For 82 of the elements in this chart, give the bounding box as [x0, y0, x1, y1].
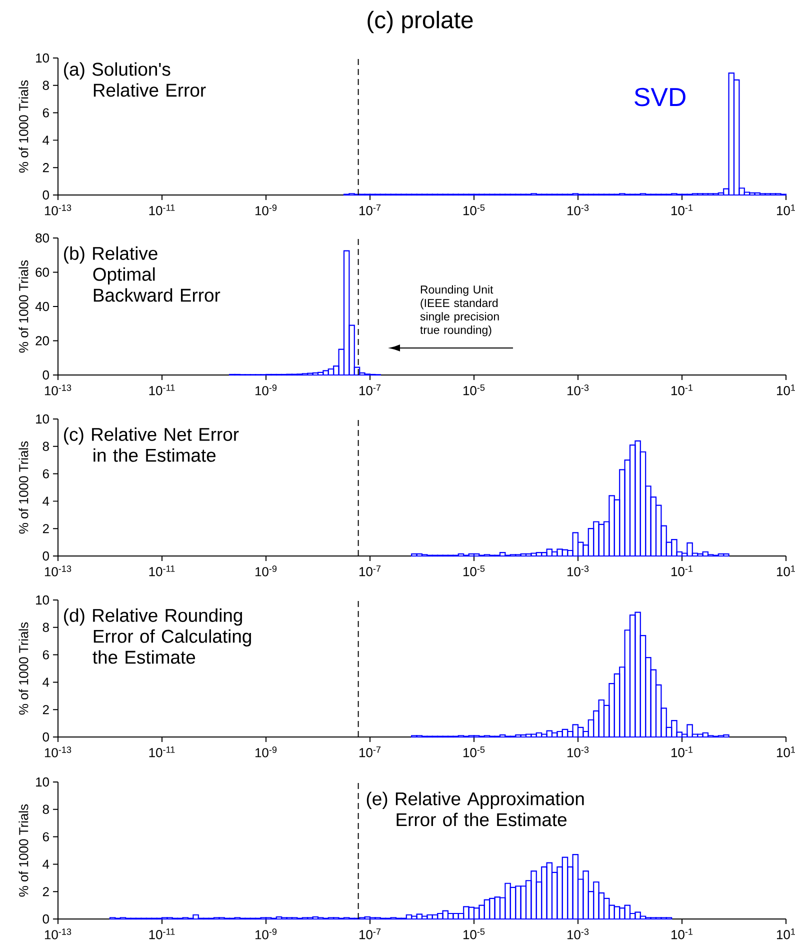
y-tick-label: 0	[42, 732, 49, 742]
x-tick-label: 10$^{-7}$	[359, 566, 381, 576]
y-axis-title: % of 1000 Trials	[18, 622, 28, 715]
x-tick-label: 10$^{-13}$	[44, 204, 72, 216]
y-tick-label: 8	[42, 622, 49, 632]
y-tick-label: 40	[35, 302, 49, 312]
x-tick-label: 10$^{-11}$	[149, 566, 175, 576]
x-tick-label: 10$^{-5}$	[463, 204, 485, 216]
x-tick-label: 10$^{-7}$	[359, 204, 381, 216]
y-tick-label: 0	[42, 914, 49, 924]
x-tick-label: 10$^{-3}$	[567, 746, 589, 758]
y-axis-title: % of 1000 Trials	[18, 260, 28, 353]
text: (a) Solution's Relative Error	[64, 62, 206, 97]
x-tick-label: 10$^{-5}$	[463, 928, 485, 940]
x-tick-label: 10$^{-7}$	[359, 746, 381, 758]
y-tick-label: 4	[42, 678, 50, 687]
y-tick-label: 6	[42, 469, 49, 478]
y-tick-label: 2	[42, 705, 49, 714]
text: (b) Relative Optimal Backward Error	[64, 246, 220, 302]
x-tick-label: 10$^{-5}$	[463, 746, 485, 758]
x-tick-label: 10$^{-13}$	[44, 746, 72, 758]
y-tick-label: 0	[42, 190, 49, 200]
text: (c) Relative Net Error in the Estimate	[64, 427, 239, 462]
text: (d) Relative Rounding Error of Calculating the Estimate	[64, 608, 251, 664]
y-tick-label: 10	[36, 595, 49, 605]
x-tick-label: 10$^{-9}$	[255, 566, 277, 576]
x-tick-label: 10$^{1}$	[777, 928, 795, 940]
text: (e) Relative Approximation Error of the Estimate	[366, 792, 584, 826]
x-tick-label: 10$^{-3}$	[567, 566, 589, 576]
x-tick-label: 10$^{-9}$	[255, 746, 277, 758]
y-tick-label: 6	[42, 108, 49, 118]
y-tick-label: 20	[36, 336, 49, 346]
y-tick-label: 0	[42, 370, 49, 380]
x-tick-label: 10$^{-1}$	[671, 204, 693, 216]
x-tick-label: 10$^{-7}$	[359, 928, 381, 940]
y-tick-label: 2	[42, 887, 49, 896]
y-tick-label: 8	[42, 804, 49, 814]
x-tick-label: 10$^{-7}$	[359, 384, 381, 396]
x-tick-label: 10$^{-5}$	[463, 566, 485, 576]
x-tick-label: 10$^{-1}$	[671, 566, 693, 576]
y-tick-label: 80	[36, 233, 49, 243]
x-tick-label: 10$^{-13}$	[44, 384, 72, 396]
x-tick-label: 10$^{-1}$	[671, 384, 693, 396]
x-tick-label: 10$^{-13}$	[44, 928, 72, 940]
y-tick-label: 8	[42, 442, 49, 451]
y-tick-label: 4	[42, 860, 50, 869]
y-axis-title: % of 1000 Trials	[18, 80, 28, 173]
x-tick-label: 10$^{-9}$	[255, 928, 277, 940]
y-tick-label: 6	[42, 832, 49, 842]
x-tick-label: 10$^{-1}$	[671, 746, 693, 758]
x-tick-label: 10$^{-11}$	[149, 928, 175, 940]
y-tick-label: 2	[42, 524, 49, 534]
x-tick-label: 10$^{1}$	[777, 204, 795, 216]
x-tick-label: 10$^{-13}$	[44, 566, 72, 576]
x-tick-label: 10$^{-1}$	[671, 928, 693, 940]
y-tick-label: 4	[42, 496, 50, 506]
x-tick-label: 10$^{-3}$	[567, 384, 589, 396]
x-tick-label: 10$^{1}$	[777, 384, 795, 396]
y-tick-label: 2	[42, 163, 49, 172]
x-tick-label: 10$^{-11}$	[149, 204, 175, 216]
x-tick-label: 10$^{-5}$	[463, 384, 485, 396]
y-axis-title: % of 1000 Trials	[18, 441, 28, 534]
x-tick-label: 10$^{1}$	[777, 746, 795, 758]
x-tick-label: 10$^{-9}$	[255, 384, 277, 396]
y-tick-label: 6	[42, 650, 49, 660]
y-tick-label: 10	[36, 414, 49, 424]
y-tick-label: 4	[42, 136, 50, 145]
y-tick-label: 8	[42, 80, 49, 90]
text: (c) prolate	[368, 10, 473, 34]
x-tick-label: 10$^{-3}$	[567, 928, 589, 940]
y-tick-label: 0	[42, 551, 49, 561]
x-tick-label: 10$^{1}$	[777, 566, 795, 576]
y-axis-title: % of 1000 Trials	[18, 804, 28, 897]
x-tick-label: 10$^{-11}$	[149, 746, 175, 758]
annotation: Rounding Unit (IEEE standard single precision true rounding)	[420, 285, 499, 336]
y-tick-label: 10	[36, 777, 49, 787]
x-tick-label: 10$^{-9}$	[255, 204, 277, 216]
series-label: SVD	[634, 88, 686, 106]
x-tick-label: 10$^{-3}$	[567, 204, 589, 216]
y-tick-label: 10	[36, 53, 49, 63]
x-tick-label: 10$^{-11}$	[149, 384, 175, 396]
y-tick-label: 60	[36, 268, 49, 277]
